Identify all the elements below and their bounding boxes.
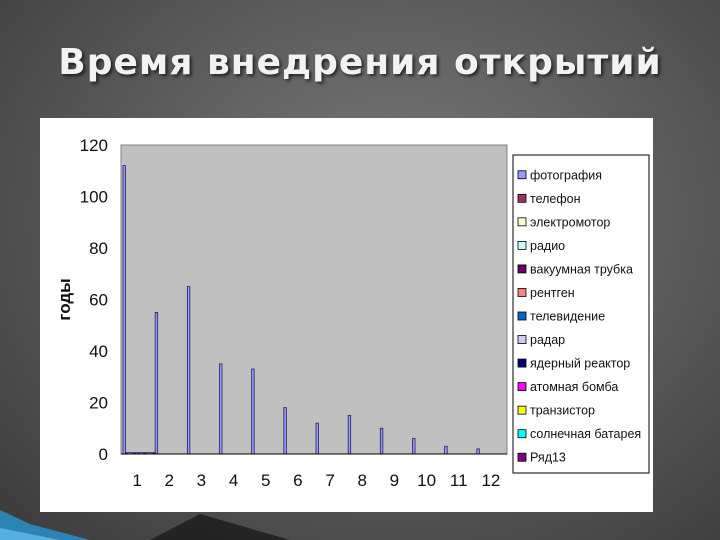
legend-swatch <box>517 288 527 297</box>
legend-label: электромотор <box>530 215 610 229</box>
x-tick-label: 10 <box>417 471 436 490</box>
y-tick-label: 40 <box>89 342 108 361</box>
slide-title: Время внедрения открытий <box>58 42 662 83</box>
bar <box>251 368 255 455</box>
y-tick-label: 80 <box>89 239 108 258</box>
x-tick-label: 7 <box>325 471 334 490</box>
x-tick-label: 6 <box>293 471 302 490</box>
legend-swatch <box>517 193 527 203</box>
bar <box>379 427 384 455</box>
legend-label: радар <box>530 333 565 347</box>
x-tick-label: 11 <box>450 471 468 490</box>
corner-decoration <box>0 510 290 540</box>
legend-label: радио <box>530 239 565 253</box>
legend-label: атомная бомба <box>530 380 618 394</box>
legend-box <box>512 154 650 474</box>
y-tick-label: 60 <box>89 291 108 310</box>
bar <box>412 438 416 455</box>
legend-swatch <box>517 217 527 227</box>
legend-swatch <box>517 452 527 462</box>
bar <box>186 286 191 455</box>
x-tick-label: 12 <box>481 471 500 490</box>
legend-swatch <box>517 311 527 321</box>
bar <box>315 422 319 455</box>
x-tick-label: 3 <box>197 471 206 490</box>
legend-label: ядерный реактор <box>530 357 630 371</box>
bar <box>347 414 352 455</box>
x-tick-label: 2 <box>165 471 174 490</box>
bar <box>122 165 126 455</box>
corner-stripe-dark <box>150 514 290 540</box>
legend-swatch <box>517 264 527 274</box>
x-tick-label: 9 <box>390 471 399 490</box>
y-axis-label: годы <box>55 278 74 320</box>
legend: фотография телефон электромотор радио вакуум… <box>512 154 650 474</box>
x-tick-label: 1 <box>132 471 141 490</box>
x-tick-label: 4 <box>229 471 238 490</box>
y-axis-ticks: 0 20 40 60 80 100 120 <box>80 136 108 464</box>
y-tick-label: 0 <box>99 445 108 464</box>
bar <box>219 363 223 455</box>
legend-swatch <box>517 170 527 180</box>
legend-swatch <box>517 382 527 392</box>
plot-area <box>120 144 508 455</box>
bar <box>444 445 448 455</box>
bar <box>283 407 287 455</box>
x-axis-ticks: 1 2 3 4 5 6 7 8 9 10 11 12 <box>132 471 500 490</box>
legend-label: телевидение <box>530 310 605 324</box>
legend-swatch <box>517 429 527 439</box>
legend-label: вакуумная трубка <box>530 262 633 276</box>
bar <box>154 311 159 455</box>
legend-swatch <box>517 240 527 250</box>
legend-label: Ряд13 <box>530 451 566 465</box>
legend-label: рентген <box>530 286 575 300</box>
corner-stripe-light <box>0 528 60 540</box>
legend-label: фотография <box>530 168 602 182</box>
x-tick-label: 5 <box>261 471 270 490</box>
legend-swatch <box>517 358 527 368</box>
legend-label: транзистор <box>530 404 595 418</box>
x-tick-label: 8 <box>358 471 367 490</box>
legend-label: солнечная батарея <box>530 427 641 441</box>
y-tick-label: 20 <box>89 394 108 413</box>
chart-panel: 0 20 40 60 80 100 120 1 2 3 4 5 6 7 8 9 10 11 12 годы фот… <box>40 118 653 512</box>
legend-label: телефон <box>530 192 581 206</box>
legend-swatch <box>517 405 527 415</box>
y-tick-label: 100 <box>80 188 108 207</box>
y-tick-label: 120 <box>80 136 108 155</box>
bar <box>476 448 480 455</box>
legend-swatch <box>517 335 527 344</box>
